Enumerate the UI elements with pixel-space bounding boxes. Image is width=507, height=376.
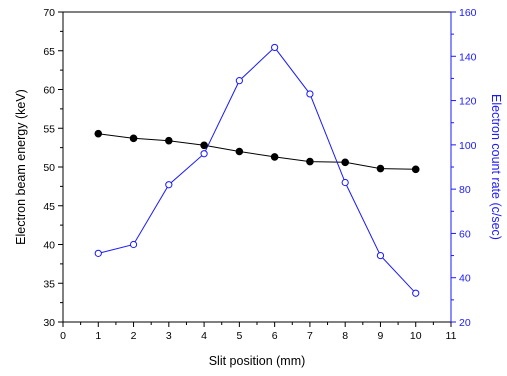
count-rate-point (200, 150, 208, 158)
right-y-tick-label: 100 (459, 140, 477, 152)
series-lines (98, 46, 417, 294)
ticks (58, 11, 456, 327)
right-y-tick-label: 40 (459, 273, 471, 285)
beam-energy-point (94, 129, 103, 138)
x-tick-label: 3 (166, 330, 172, 342)
beam-energy-point (129, 134, 138, 143)
x-tick-label: 8 (342, 330, 348, 342)
beam-energy-point (200, 141, 208, 150)
count-rate-point (165, 181, 173, 189)
left-y-axis-title: Electron beam energy (keV) (14, 89, 28, 245)
right-y-tick-label: 120 (459, 96, 477, 108)
right-y-tick-label: 20 (459, 317, 471, 329)
left-y-tick-label: 45 (43, 201, 55, 213)
beam-energy-point (341, 158, 349, 167)
x-tick-label: 7 (307, 330, 313, 342)
right-y-tick-label: 160 (459, 7, 477, 19)
x-tick-label: 10 (410, 330, 422, 342)
tick-labels: 0 1 2 3 4 5 6 7 8 9 10 1130354045505560657020406080… (43, 7, 476, 342)
left-y-tick-label: 50 (43, 162, 55, 174)
count-rate-line (98, 46, 417, 294)
beam-energy-point (411, 165, 420, 174)
beam-energy-point (165, 136, 173, 145)
x-tick-label: 1 (95, 330, 101, 342)
count-rate-point (376, 251, 385, 260)
beam-energy-point (376, 164, 385, 173)
x-axis-title: Slit position (mm) (209, 354, 306, 368)
count-rate-point (94, 249, 102, 257)
count-rate-point (412, 289, 420, 297)
count-rate-point (306, 90, 314, 98)
right-y-tick-label: 80 (459, 184, 471, 196)
x-tick-label: 4 (201, 330, 207, 342)
count-rate-point (271, 43, 279, 52)
x-tick-label: 11 (446, 330, 457, 342)
plot-frame (62, 11, 452, 323)
count-rate-point (341, 178, 349, 187)
count-rate-point (129, 240, 138, 249)
left-y-tick-label: 60 (43, 85, 55, 97)
left-y-tick-label: 55 (43, 123, 55, 135)
x-tick-label: 9 (378, 330, 384, 342)
left-y-tick-label: 40 (43, 240, 55, 252)
x-tick-label: 6 (272, 330, 278, 342)
x-tick-label: 2 (131, 330, 137, 342)
count-rate-point (235, 77, 243, 85)
right-y-tick-label: 60 (459, 228, 471, 240)
beam-energy-point (270, 153, 279, 161)
series-points (94, 43, 420, 297)
left-y-tick-label: 65 (43, 46, 55, 58)
beam-energy-line (98, 133, 416, 170)
beam-energy-point (235, 147, 244, 156)
left-y-tick-label: 30 (43, 317, 55, 329)
x-tick-label: 0 (60, 330, 66, 342)
x-tick-label: 5 (236, 330, 242, 342)
right-y-axis-title: Electron count rate (c/sec) (489, 94, 503, 240)
beam-energy-point (306, 157, 314, 166)
left-y-tick-label: 70 (43, 7, 55, 19)
left-y-tick-label: 35 (43, 278, 55, 290)
right-y-tick-label: 140 (459, 51, 477, 63)
